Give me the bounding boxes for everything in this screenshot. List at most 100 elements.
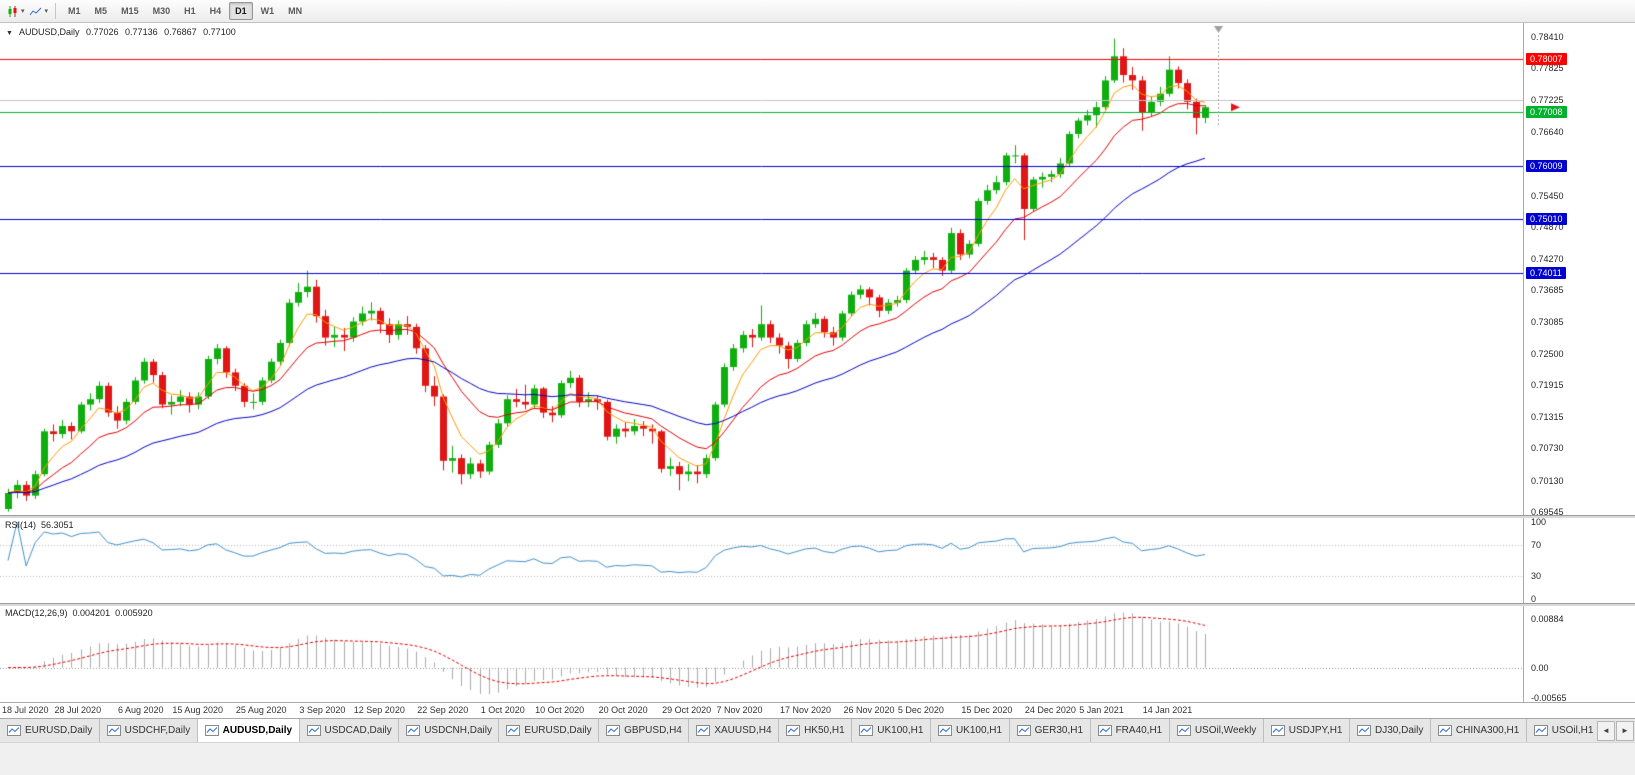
panel-divider[interactable] bbox=[0, 515, 1635, 518]
chart-thumbnail-icon bbox=[606, 725, 621, 736]
tab-scroll-right-icon[interactable]: ► bbox=[1616, 720, 1634, 741]
time-axis-label: 6 Aug 2020 bbox=[118, 705, 164, 715]
quote-high: 0.77136 bbox=[125, 27, 158, 37]
price-scale-label: 0.71315 bbox=[1531, 412, 1564, 423]
main-chart-canvas[interactable] bbox=[0, 23, 1523, 515]
timeframe-h1[interactable]: H1 bbox=[184, 6, 196, 16]
level-price-label: 0.74011 bbox=[1526, 266, 1566, 279]
time-axis-label: 14 Jan 2021 bbox=[1142, 705, 1193, 715]
chart-thumbnail-icon bbox=[506, 725, 521, 736]
chart-tab-label: USDCNH,Daily bbox=[424, 725, 492, 736]
chart-tab-china300-h1[interactable]: CHINA300,H1 bbox=[1430, 719, 1527, 742]
chart-tab-label: EURUSD,Daily bbox=[524, 725, 592, 736]
quote-low: 0.76867 bbox=[164, 27, 197, 37]
chevron-down-icon[interactable]: ▾ bbox=[21, 8, 25, 15]
rsi-title: RSI(14) 56.3051 bbox=[5, 520, 79, 530]
chart-tab-dj30-daily[interactable]: DJ30,Daily bbox=[1350, 719, 1431, 742]
time-axis-label: 5 Dec 2020 bbox=[897, 705, 944, 715]
panel-divider[interactable] bbox=[0, 603, 1635, 606]
timeframe-h4[interactable]: H4 bbox=[209, 6, 222, 16]
price-scale-label: 0.77825 bbox=[1531, 63, 1564, 74]
time-axis-label: 5 Jan 2021 bbox=[1079, 705, 1124, 715]
level-price-label: 0.77008 bbox=[1526, 106, 1567, 119]
rsi-value: 56.3051 bbox=[41, 520, 74, 530]
chart-thumbnail-icon bbox=[786, 725, 801, 736]
chart-tab-uk100-h1[interactable]: UK100,H1 bbox=[852, 719, 931, 742]
price-scale-label: 0.73085 bbox=[1531, 317, 1564, 328]
level-price-label: 0.76009 bbox=[1526, 159, 1567, 172]
timeframe-mn[interactable]: MN bbox=[288, 6, 303, 16]
collapse-caret-icon[interactable]: ▼ bbox=[6, 30, 13, 37]
time-axis-label: 3 Sep 2020 bbox=[299, 705, 346, 715]
timeframe-m5[interactable]: M5 bbox=[94, 6, 108, 16]
chart-tab-usoil-weekly[interactable]: USOil,Weekly bbox=[1169, 719, 1264, 742]
macd-scale-label: 0.00 bbox=[1531, 662, 1549, 673]
time-axis-labels: 18 Jul 2020 28 Jul 2020 6 Aug 2020 15 Aug 2… bbox=[0, 703, 1523, 719]
timeframe-m15[interactable]: M15 bbox=[121, 6, 139, 16]
price-scale-label: 0.78410 bbox=[1531, 32, 1564, 42]
chart-tab-usdchf-daily[interactable]: USDCHF,Daily bbox=[99, 719, 198, 742]
chart-tab-label: DJ30,Daily bbox=[1375, 725, 1424, 736]
chart-tab-xauusd-h4[interactable]: XAUUSD,H4 bbox=[689, 719, 780, 742]
timeframe-m1[interactable]: M1 bbox=[68, 6, 81, 16]
time-axis-label: 24 Dec 2020 bbox=[1024, 705, 1076, 715]
quote-close: 0.77100 bbox=[203, 27, 236, 37]
bottom-strip bbox=[0, 742, 1635, 775]
chart-thumbnail-icon bbox=[1097, 725, 1112, 736]
macd-canvas[interactable] bbox=[0, 606, 1523, 702]
candlestick-chart-icon[interactable] bbox=[4, 3, 20, 19]
chart-thumbnail-icon bbox=[1357, 725, 1372, 736]
chart-region: ▼ AUDUSD,Daily 0.77026 0.77136 0.76867 0… bbox=[0, 23, 1635, 703]
time-axis-label: 29 Oct 2020 bbox=[662, 705, 712, 715]
line-chart-icon[interactable] bbox=[28, 3, 44, 19]
chart-thumbnail-icon bbox=[306, 725, 321, 736]
rsi-scale-label: 0 bbox=[1531, 594, 1537, 604]
chart-tab-label: USDCAD,Daily bbox=[324, 725, 392, 736]
quote-open: 0.77026 bbox=[85, 27, 119, 37]
price-scale-label: 0.74270 bbox=[1531, 253, 1564, 264]
timeframe-group: M1 M5 M15 M30 H1 H4 D1 W1 MN bbox=[61, 2, 309, 20]
price-axis[interactable]: 0.78410 0.77825 0.77225 0.76640 0.75450 0.748… bbox=[1523, 23, 1635, 703]
chart-tab-usdcad-daily[interactable]: USDCAD,Daily bbox=[299, 719, 400, 742]
chart-tab-gbpusd-h4[interactable]: GBPUSD,H4 bbox=[599, 719, 690, 742]
time-axis-label: 18 Jul 2020 bbox=[2, 705, 49, 715]
chart-tab-hk50-h1[interactable]: HK50,H1 bbox=[779, 719, 853, 742]
toolbar-separator bbox=[55, 3, 57, 19]
chart-tab-label: FRA40,H1 bbox=[1115, 725, 1163, 736]
rsi-scale-label: 30 bbox=[1531, 570, 1542, 581]
chart-tab-label: UK100,H1 bbox=[877, 725, 924, 736]
rsi-canvas[interactable] bbox=[0, 518, 1523, 603]
macd-scale-label: 0.00884 bbox=[1531, 614, 1564, 625]
chart-tab-label: GBPUSD,H4 bbox=[624, 725, 682, 736]
time-axis[interactable]: 18 Jul 2020 28 Jul 2020 6 Aug 2020 15 Aug 2… bbox=[0, 702, 1635, 718]
chart-tab-eurusd-daily[interactable]: EURUSD,Daily bbox=[0, 719, 100, 742]
chart-tab-label: UK100,H1 bbox=[955, 725, 1003, 736]
timeframe-w1[interactable]: W1 bbox=[260, 6, 275, 16]
macd-signal-value: 0.005920 bbox=[115, 608, 153, 618]
price-scale-label: 0.73685 bbox=[1531, 285, 1564, 296]
chart-tab-usoil-h1[interactable]: USOil,H1 bbox=[1526, 719, 1602, 742]
rsi-scale-label: 100 bbox=[1531, 517, 1547, 527]
chart-tab-eurusd-daily[interactable]: EURUSD,Daily bbox=[499, 719, 600, 742]
tab-scroll-left-icon[interactable]: ◄ bbox=[1597, 720, 1615, 741]
chart-tab-fra40-h1[interactable]: FRA40,H1 bbox=[1090, 719, 1170, 742]
price-scale-label: 0.70730 bbox=[1531, 443, 1564, 454]
chart-tab-ger30-h1[interactable]: GER30,H1 bbox=[1009, 719, 1091, 742]
macd-label: MACD(12,26,9) bbox=[5, 608, 68, 618]
rsi-scale-label: 70 bbox=[1531, 540, 1542, 551]
chart-tab-usdjpy-h1[interactable]: USDJPY,H1 bbox=[1263, 719, 1351, 742]
chart-thumbnail-icon bbox=[696, 725, 711, 736]
chart-tab-audusd-daily[interactable]: AUDUSD,Daily bbox=[197, 719, 300, 742]
price-scale-label: 0.72500 bbox=[1531, 348, 1564, 359]
chart-tab-uk100-h1[interactable]: UK100,H1 bbox=[930, 719, 1010, 742]
chart-tab-label: USDCHF,Daily bbox=[124, 725, 191, 736]
timeframe-m30[interactable]: M30 bbox=[152, 6, 171, 16]
chevron-down-icon[interactable]: ▾ bbox=[44, 8, 49, 15]
timeframe-d1[interactable]: D1 bbox=[229, 2, 253, 20]
time-axis-label: 15 Dec 2020 bbox=[961, 705, 1013, 715]
chart-tab-usdcnh-daily[interactable]: USDCNH,Daily bbox=[399, 719, 500, 742]
price-scale-label: 0.77225 bbox=[1531, 95, 1564, 106]
time-axis-label: 15 Aug 2020 bbox=[172, 705, 223, 715]
time-axis-label: 26 Nov 2020 bbox=[843, 705, 895, 715]
chart-thumbnail-icon bbox=[1270, 725, 1285, 736]
